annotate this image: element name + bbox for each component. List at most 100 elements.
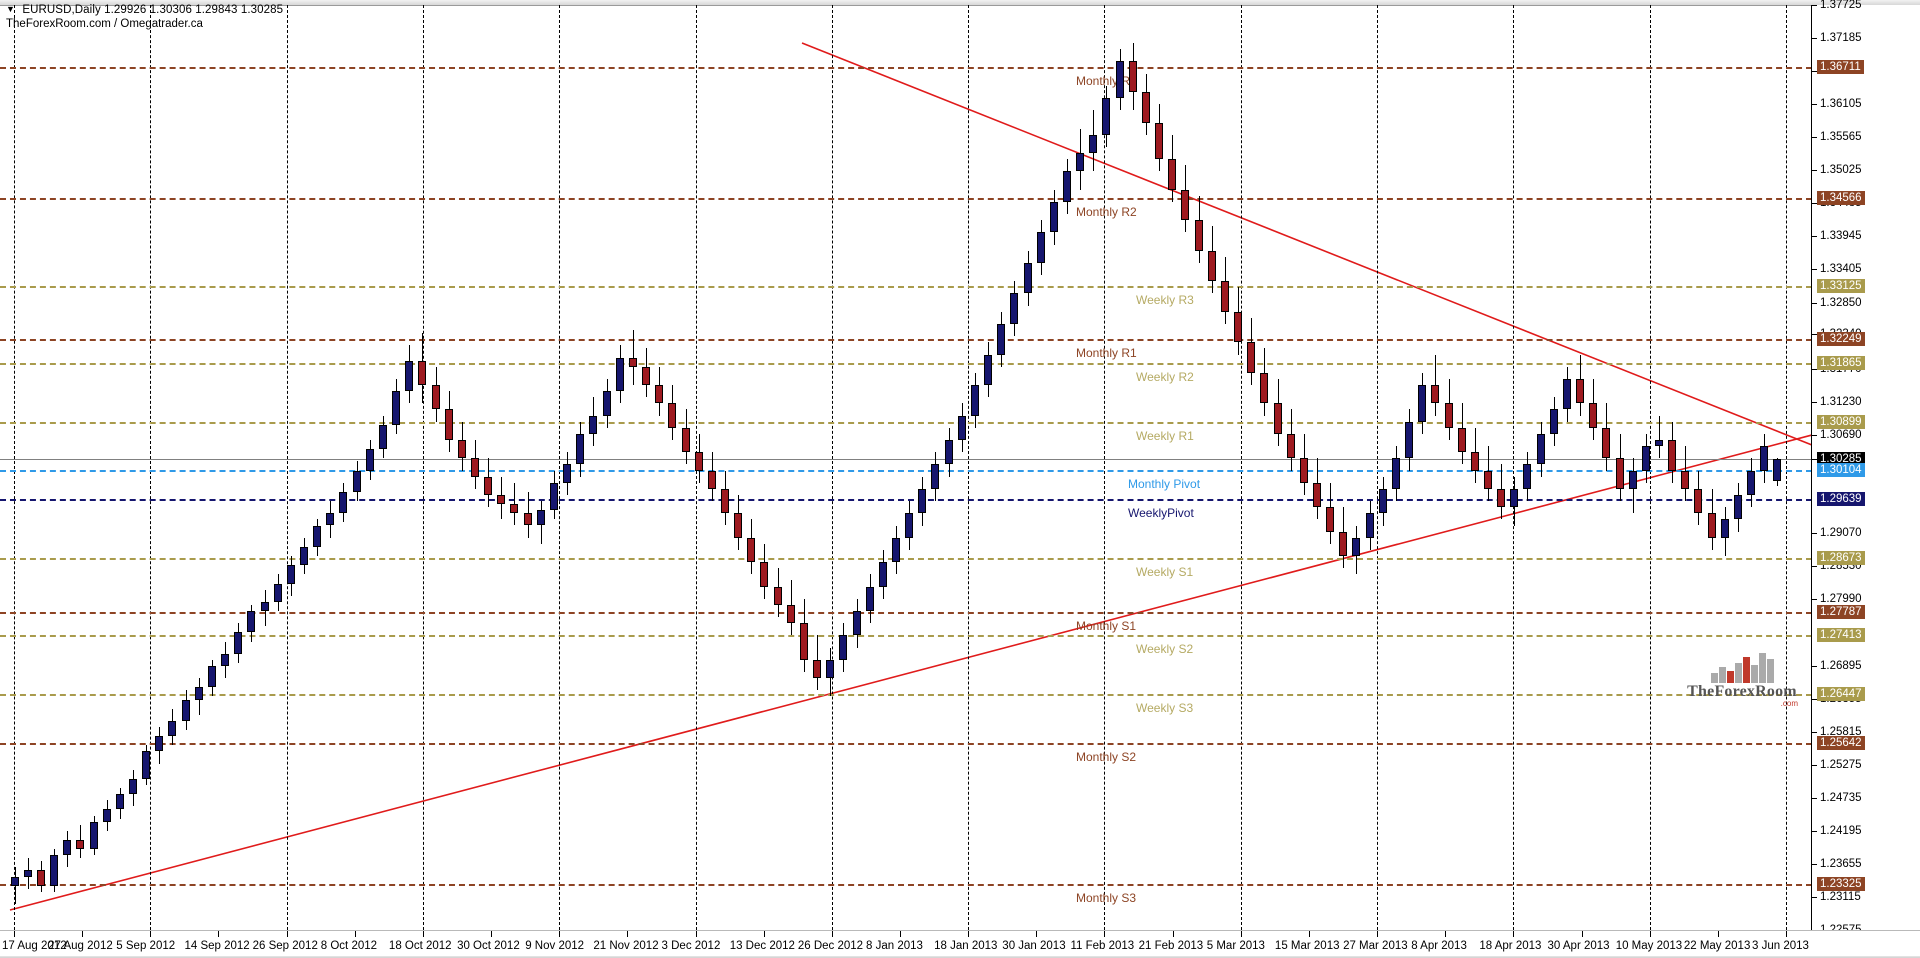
- pivot-level-label: Weekly R1: [1136, 428, 1194, 443]
- candle-body-bullish: [168, 720, 177, 737]
- plot-inner: Monthly R3 Monthly R2 Weekly R3 Monthly R1 W…: [0, 5, 1812, 930]
- candle-body-bullish: [1628, 470, 1637, 489]
- candle-body-bearish: [1299, 458, 1308, 483]
- date-gridline: [422, 5, 424, 930]
- date-axis[interactable]: 17 Aug 2012 27 Aug 2012 5 Sep 2012 14 Sep 2…: [0, 930, 1920, 958]
- candle-body-bullish: [313, 525, 322, 547]
- candle-body-bullish: [300, 546, 308, 566]
- symbol-quote-text: EURUSD,Daily 1.29926 1.30306 1.29843 1.3…: [22, 4, 284, 16]
- price-axis[interactable]: 1.377251.371851.366451.361051.355651.350…: [1812, 0, 1920, 936]
- price-level-badge: 1.36711: [1817, 59, 1864, 74]
- price-axis-label: 1.32850: [1820, 296, 1862, 309]
- candle-body-bearish: [747, 537, 756, 563]
- date-gridline: [968, 5, 970, 930]
- price-axis-label: 1.35565: [1820, 130, 1862, 143]
- candle-body-bullish: [155, 736, 164, 752]
- price-level-badge: 1.33125: [1817, 278, 1865, 293]
- candle-body-bearish: [681, 427, 690, 453]
- date-axis-label: 17 Aug 2012: [2, 940, 67, 952]
- price-axis-tick: [1812, 401, 1817, 403]
- date-axis-tick: [1172, 931, 1174, 937]
- price-axis-tick: [1812, 333, 1817, 335]
- price-axis-label: 1.27990: [1820, 593, 1862, 606]
- candle-body-bearish: [1668, 440, 1677, 471]
- candle-body-bullish: [23, 870, 32, 877]
- date-axis-label: 30 Oct 2012: [457, 940, 520, 952]
- candle-body-bearish: [707, 470, 716, 489]
- candle-body-bearish: [1273, 403, 1282, 434]
- candle-body-bullish: [1655, 440, 1664, 447]
- trendline[interactable]: [801, 42, 1812, 446]
- date-axis-label: 5 Mar 2013: [1206, 940, 1265, 952]
- date-axis-label: 15 Mar 2013: [1274, 940, 1340, 952]
- candle-body-bullish: [892, 537, 900, 563]
- candle-body-bullish: [221, 653, 230, 666]
- price-axis-tick: [1812, 533, 1817, 535]
- price-chart-plot[interactable]: Monthly R3 Monthly R2 Weekly R3 Monthly R1 W…: [0, 5, 1812, 930]
- price-axis-label: 1.23655: [1820, 858, 1862, 871]
- pivot-level-label: WeeklyPivot: [1128, 505, 1194, 520]
- date-axis-label: 26 Dec 2012: [797, 940, 864, 952]
- pivot-level-label: Monthly S1: [1076, 618, 1137, 633]
- candle-body-bullish: [102, 809, 111, 822]
- candle-body-bullish: [549, 482, 558, 511]
- date-axis-label: 30 Jan 2013: [1002, 940, 1066, 952]
- date-axis-label: 18 Jan 2013: [934, 940, 998, 952]
- pivot-level-line: [0, 498, 1811, 501]
- window-bottom-edge: [0, 956, 1920, 958]
- price-axis-tick: [1812, 459, 1817, 461]
- candle-body-bullish: [1115, 61, 1124, 99]
- price-axis-label: 1.29070: [1820, 527, 1862, 540]
- candle-body-bullish: [378, 424, 387, 450]
- candle-body-bearish: [720, 488, 729, 514]
- price-level-badge: 1.31865: [1817, 355, 1865, 370]
- pivot-level-label: Weekly R2: [1136, 369, 1194, 384]
- candle-body-bullish: [536, 510, 545, 526]
- date-axis-label: 18 Apr 2013: [1479, 940, 1542, 952]
- date-axis-tick: [627, 931, 629, 937]
- price-axis-tick: [1812, 732, 1817, 734]
- pivot-level-label: Monthly S3: [1076, 891, 1137, 906]
- candle-body-bullish: [615, 357, 624, 392]
- pivot-level-line: [0, 470, 1811, 473]
- candle-body-bearish: [1602, 427, 1611, 459]
- symbol-quote-readout: ▼ EURUSD,Daily 1.29926 1.30306 1.29843 1…: [6, 4, 283, 16]
- date-gridline: [1786, 5, 1787, 930]
- candle-body-bearish: [786, 604, 795, 624]
- candle-body-bullish: [1720, 519, 1729, 538]
- date-axis-tick: [1240, 931, 1242, 937]
- date-gridline: [286, 5, 288, 930]
- price-axis-tick: [1812, 37, 1817, 39]
- candle-body-bullish: [1760, 446, 1769, 471]
- pivot-level-line: [0, 362, 1811, 365]
- pivot-level-label: Monthly R1: [1076, 346, 1137, 361]
- candle-body-bearish: [694, 452, 703, 471]
- trendline[interactable]: [9, 434, 1812, 911]
- source-attribution: TheForexRoom.com / Omegatrader.ca: [6, 18, 203, 30]
- candle-body-bearish: [1207, 250, 1216, 282]
- candle-body-bearish: [760, 562, 769, 587]
- price-axis-tick: [1812, 699, 1817, 701]
- pivot-level-label: Monthly S2: [1076, 749, 1137, 764]
- price-axis-tick: [1812, 235, 1817, 237]
- date-axis-tick: [1649, 931, 1651, 937]
- date-axis-label: 13 Dec 2012: [729, 940, 795, 952]
- price-axis-label: 1.25275: [1820, 759, 1862, 772]
- date-axis-tick: [900, 931, 901, 937]
- candle-body-bullish: [1391, 458, 1400, 489]
- candle-body-bullish: [181, 699, 190, 721]
- candle-body-bullish: [970, 385, 979, 416]
- candle-body-bullish: [63, 839, 72, 856]
- candle-body-bullish: [142, 751, 151, 779]
- candle-body-bearish: [1194, 220, 1203, 251]
- caret-down-icon[interactable]: ▼: [6, 4, 16, 14]
- price-axis-tick: [1812, 169, 1817, 171]
- candle-body-bullish: [207, 665, 216, 688]
- candle-body-bullish: [918, 488, 927, 514]
- candle-body-bullish: [1733, 494, 1742, 520]
- price-axis-tick: [1812, 70, 1817, 72]
- price-axis-tick: [1812, 5, 1817, 6]
- date-axis-label: 21 Feb 2013: [1138, 940, 1204, 952]
- date-axis-label: 14 Sep 2012: [184, 940, 250, 952]
